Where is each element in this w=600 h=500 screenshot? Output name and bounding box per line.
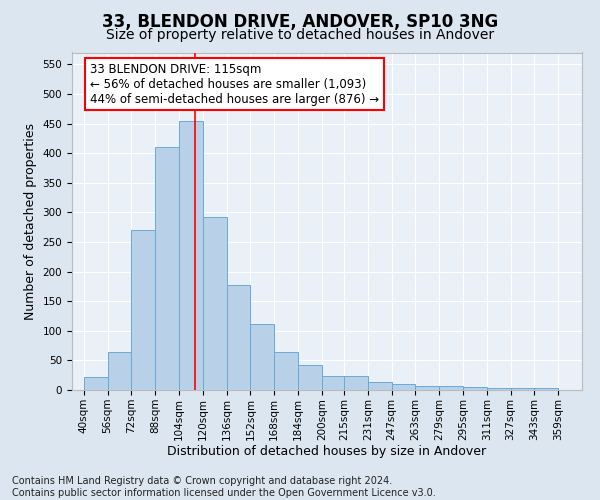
Bar (274, 352, 298, 390)
Bar (368, 382, 392, 390)
Bar (203, 216, 227, 390)
Bar (415, 386, 439, 390)
Bar (487, 388, 511, 390)
Text: Contains HM Land Registry data © Crown copyright and database right 2024.
Contai: Contains HM Land Registry data © Crown c… (12, 476, 436, 498)
Bar (322, 376, 346, 390)
Bar (298, 364, 322, 390)
Bar (392, 384, 415, 390)
Bar (439, 386, 463, 390)
X-axis label: Distribution of detached houses by size in Andover: Distribution of detached houses by size … (167, 446, 487, 458)
Bar (84, 377, 107, 390)
Text: 33, BLENDON DRIVE, ANDOVER, SP10 3NG: 33, BLENDON DRIVE, ANDOVER, SP10 3NG (102, 12, 498, 30)
Bar (179, 120, 203, 390)
Bar (344, 376, 368, 390)
Text: Size of property relative to detached houses in Andover: Size of property relative to detached ho… (106, 28, 494, 42)
Bar (535, 388, 558, 390)
Bar (250, 324, 274, 390)
Bar (511, 388, 535, 390)
Y-axis label: Number of detached properties: Number of detached properties (24, 122, 37, 320)
Bar (131, 230, 155, 390)
Bar (227, 284, 250, 390)
Text: 33 BLENDON DRIVE: 115sqm
← 56% of detached houses are smaller (1,093)
44% of sem: 33 BLENDON DRIVE: 115sqm ← 56% of detach… (90, 62, 379, 106)
Bar (107, 352, 131, 390)
Bar (155, 147, 179, 390)
Bar (463, 387, 487, 390)
